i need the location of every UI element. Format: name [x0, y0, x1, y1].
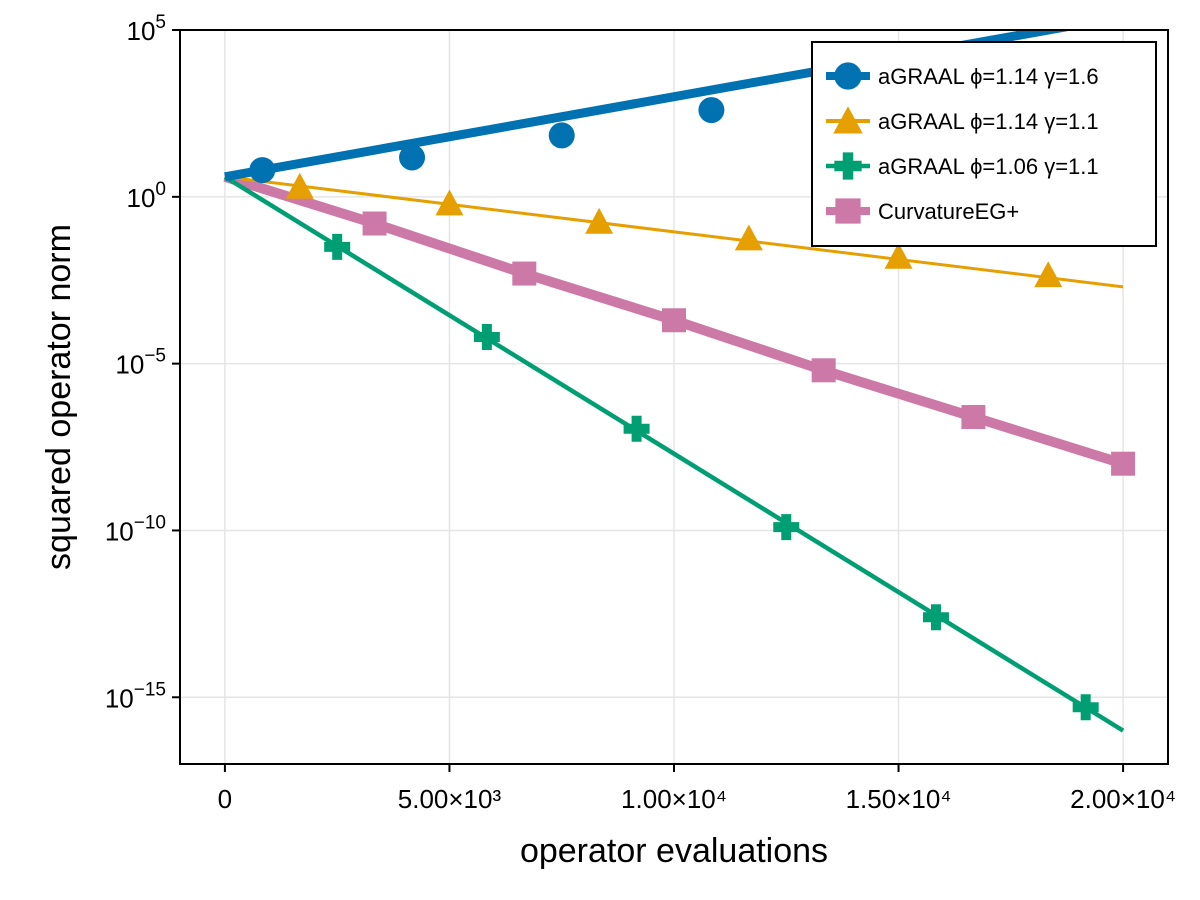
y-tick-label: 10−5: [115, 346, 166, 380]
legend-marker-2: [834, 152, 862, 180]
series-3-marker: [662, 308, 686, 333]
x-axis-label: operator evaluations: [520, 832, 828, 870]
y-tick-label: 100: [127, 179, 167, 213]
series-2-marker: [1072, 694, 1099, 721]
series-0-marker: [249, 157, 276, 184]
series-2-marker: [324, 233, 351, 260]
legend: aGRAAL ϕ=1.14 γ=1.6 aGRAAL ϕ=1.14 γ=1.1 aG…: [811, 41, 1157, 247]
series-1-marker: [884, 242, 913, 269]
y-axis-label: squared operator norm: [40, 224, 78, 570]
y-tick-label: 10−15: [105, 679, 166, 713]
legend-marker-3: [835, 198, 861, 224]
series-0-marker: [548, 122, 575, 149]
legend-label-1: aGRAAL ϕ=1.14 γ=1.1: [878, 109, 1099, 134]
series-3-marker: [1111, 451, 1136, 476]
series-1-marker: [1034, 261, 1063, 288]
series-0-marker: [399, 144, 426, 171]
legend-marker-0: [834, 62, 862, 90]
x-tick-label: 1.00×10⁴: [621, 784, 727, 814]
series-1-marker: [734, 224, 763, 251]
legend-marker-1: [833, 106, 863, 134]
series-3-marker: [512, 261, 537, 286]
x-tick-label: 2.00×10⁴: [1070, 784, 1176, 814]
series-3-marker: [961, 405, 986, 430]
series-1-marker: [285, 172, 314, 199]
x-tick-label: 5.00×10³: [398, 784, 502, 814]
series-2-marker: [922, 604, 949, 631]
legend-label-2: aGRAAL ϕ=1.06 γ=1.1: [878, 154, 1099, 179]
series-line-1: [224, 175, 1124, 289]
series-3-marker: [811, 358, 836, 383]
x-tick-label: 0: [218, 784, 232, 814]
axis-ticks: 0 5.00×10³ 1.00×10⁴ 1.50×10⁴ 2.00×10⁴ 105 100 1…: [105, 12, 1176, 814]
series-2-marker: [473, 323, 500, 350]
series-3-marker: [362, 211, 387, 236]
legend-label-0: aGRAAL ϕ=1.14 γ=1.6: [878, 64, 1099, 89]
y-tick-label: 105: [127, 12, 167, 46]
y-tick-label: 10−10: [105, 512, 166, 546]
series-2-marker: [623, 415, 650, 442]
series-1-marker: [585, 207, 614, 234]
legend-label-3: CurvatureEG+: [878, 199, 1019, 224]
series-0-marker: [698, 97, 725, 124]
series-2-marker: [773, 514, 800, 541]
series-line-2: [223, 174, 1125, 733]
series-1-marker: [435, 189, 464, 216]
x-tick-label: 1.50×10⁴: [846, 784, 952, 814]
